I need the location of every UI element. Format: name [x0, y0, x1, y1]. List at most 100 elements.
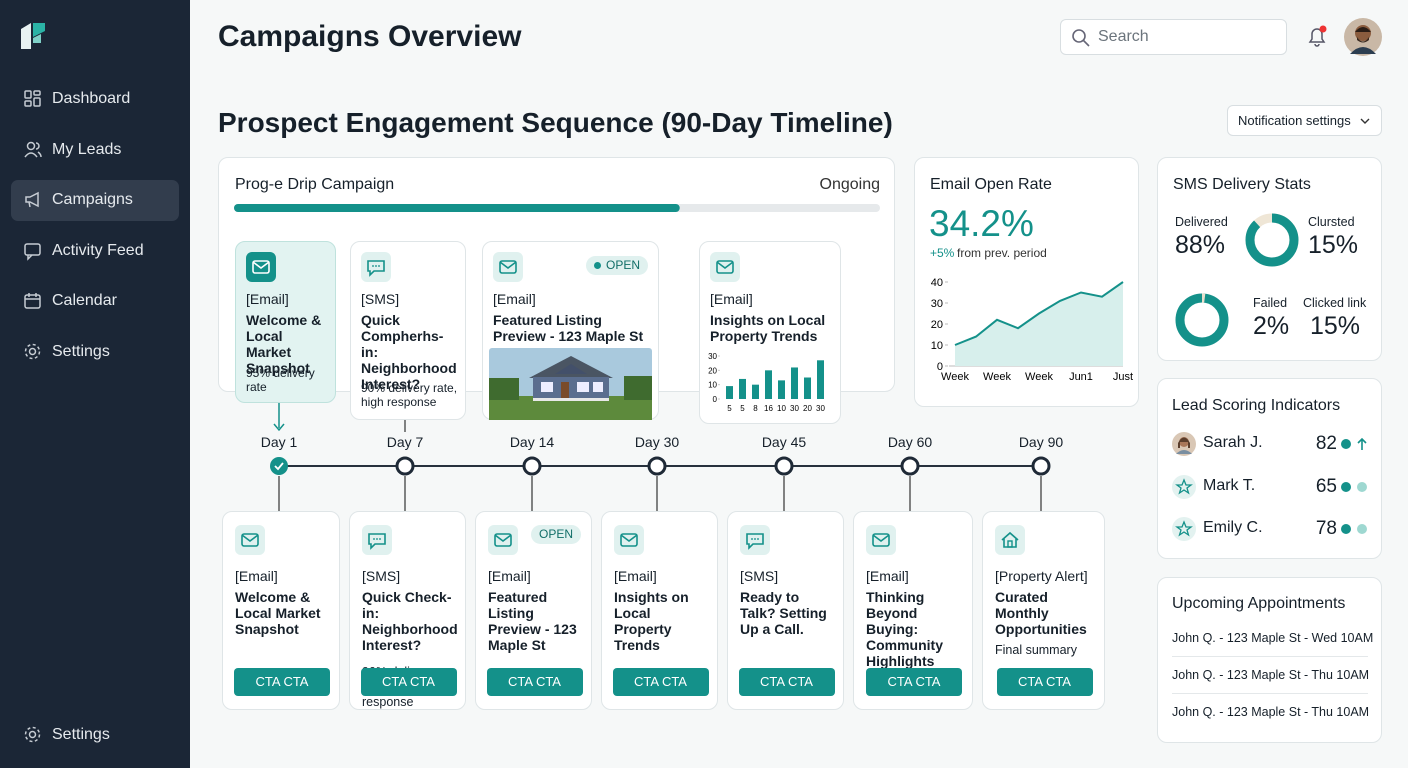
card-icon — [493, 252, 523, 282]
nav-item[interactable]: Campaigns — [52, 191, 133, 208]
nav-item[interactable]: Calendar — [52, 292, 117, 309]
icon-part — [35, 142, 42, 158]
card-type: [Email] — [246, 291, 289, 307]
logo — [21, 23, 45, 49]
area — [955, 282, 1123, 366]
icon-part — [241, 534, 259, 542]
icon-part — [624, 376, 652, 400]
icon-part — [1355, 27, 1371, 32]
nav-item[interactable]: Settings — [52, 343, 110, 360]
cta-button[interactable]: CTA CTA — [486, 668, 583, 696]
timeline-card: OPEN [Email] Featured Listing Preview - 12… — [482, 241, 659, 420]
day-label: Day 60 — [888, 434, 933, 450]
cta-button[interactable]: CTA CTA — [738, 668, 835, 696]
step-card: OPEN [Email] Featured Listing Preview - 12… — [475, 511, 592, 710]
card-note: Final summary — [995, 643, 1077, 657]
icon-part — [368, 533, 386, 550]
cta-button[interactable]: CTA CTA — [996, 668, 1093, 696]
cta-button[interactable]: CTA CTA — [866, 668, 962, 696]
card-type: [Email] — [866, 568, 909, 584]
card-body: [Email] Featured Listing Preview - 123 Ma… — [493, 290, 652, 344]
step-dot — [774, 456, 794, 476]
card-icon — [614, 525, 644, 555]
x-tick-label: 10 — [777, 404, 786, 413]
icon-part — [24, 152, 38, 158]
donut — [1245, 213, 1299, 267]
lead-indicator — [1341, 524, 1367, 534]
icon-part — [24, 343, 41, 360]
icon-part — [24, 293, 41, 309]
icon-part — [24, 243, 41, 261]
icon-part — [1082, 39, 1090, 47]
active-nav-bg — [11, 180, 179, 221]
icon-part — [28, 347, 37, 356]
bell[interactable] — [1304, 24, 1330, 50]
card-body: [Email] Welcome & Local Market Snapshot — [235, 567, 333, 637]
nav-item[interactable]: Dashboard — [52, 90, 131, 107]
icon-part — [716, 260, 734, 274]
lead-score: 65 — [1315, 476, 1337, 497]
icon-part — [716, 261, 734, 269]
bar — [739, 378, 746, 399]
icon-part — [33, 23, 45, 37]
nav-item[interactable]: My Leads — [52, 141, 122, 158]
card-type: [Email] — [710, 291, 753, 307]
icon-part — [555, 364, 587, 374]
nav-icon — [24, 141, 42, 158]
stat-value: 2% — [1253, 312, 1290, 340]
badge-dot — [593, 262, 601, 269]
x-tick-label: Just — [1113, 371, 1133, 383]
line — [954, 281, 1124, 346]
timeline: Day 1 Day 7 Day 14 Day 30 Day 45 Day 60 Day 90 — [261, 403, 1063, 511]
icon-part — [24, 100, 32, 107]
cta-button[interactable]: CTA CTA — [234, 668, 330, 696]
timeline-card: [Email] Welcome & Local Market Snapshot 95… — [235, 241, 336, 403]
card-type: [SMS] — [361, 291, 400, 307]
icon-part — [24, 726, 41, 743]
icon-part — [620, 534, 638, 542]
nav-item[interactable]: Activity Feed — [52, 242, 144, 259]
timeline-card: [Email] Insights on Local Property Trends… — [699, 241, 841, 424]
y-tick-label: 10 — [708, 381, 717, 390]
appointments-card: Upcoming Appointments John Q. - 123 Maple… — [1157, 577, 1382, 743]
card-icon — [995, 525, 1025, 555]
icon-part — [1172, 517, 1196, 541]
step-card: [Email] Welcome & Local Market Snapshot CT… — [222, 511, 340, 710]
card-icon — [866, 525, 896, 555]
email-open-rate-card: Email Open Rate 34.2% +5% from prev. period… — [914, 157, 1139, 407]
day-label: Day 45 — [762, 434, 807, 450]
icon-part — [499, 260, 517, 274]
icon-part — [1360, 118, 1370, 124]
card-type: [Email] — [614, 568, 657, 584]
card-body: [Email] Welcome & Local Market Snapshot — [246, 290, 329, 376]
card-heading: Lead Scoring Indicators — [1172, 397, 1341, 414]
icon-part — [1314, 43, 1320, 47]
card-icon — [246, 252, 276, 282]
card-type: [Email] — [488, 568, 531, 584]
avatar[interactable] — [1344, 18, 1382, 56]
x-tick-label: 30 — [790, 404, 799, 413]
notification-settings-button[interactable]: Notification settings — [1227, 105, 1382, 136]
cta-button[interactable]: CTA CTA — [612, 668, 709, 696]
lead-scoring-card: Lead Scoring Indicators Sarah J. 82 Mark T.… — [1157, 378, 1382, 559]
lead-avatar — [1172, 432, 1196, 456]
search-box[interactable]: Search — [1060, 19, 1287, 55]
bar — [804, 377, 811, 399]
separator — [1172, 656, 1368, 657]
icon-part — [25, 293, 40, 300]
nav-item[interactable]: Settings — [52, 726, 110, 743]
card-title: Thinking Beyond Buying: Community Highli… — [866, 589, 943, 669]
metric-value: 34.2% — [929, 203, 1034, 244]
icon-part — [361, 252, 391, 282]
search-icon — [1072, 29, 1090, 47]
card-note: 95% delivery rate — [246, 366, 315, 394]
score-dot — [1341, 524, 1351, 534]
x-tick-label: 30 — [816, 404, 825, 413]
x-tick-label: 16 — [764, 404, 773, 413]
lead-score: 82 — [1315, 433, 1337, 454]
icon-part — [620, 533, 638, 547]
cta-button[interactable]: CTA CTA — [360, 668, 457, 696]
card-icon — [361, 252, 391, 282]
icon-part — [541, 382, 553, 392]
icon-part — [577, 382, 589, 392]
